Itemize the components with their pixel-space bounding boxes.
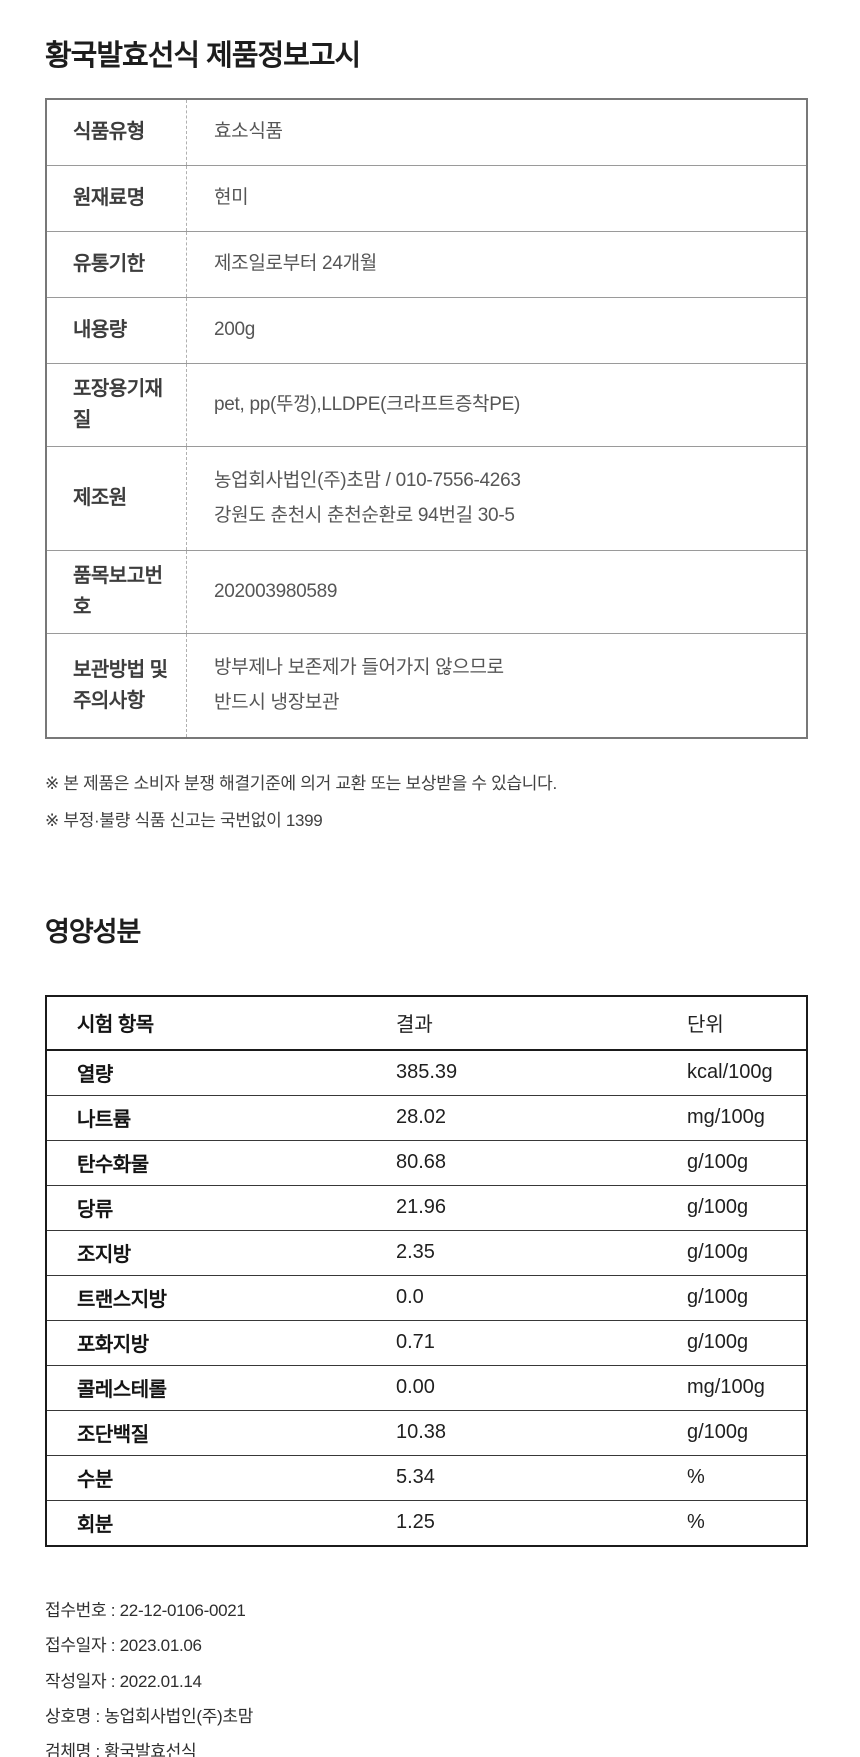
nutrition-row: 당류 21.96 g/100g [47,1184,806,1230]
row-label: 품목보고번호 [47,551,187,633]
nutrition-row: 조단백질 10.38 g/100g [47,1409,806,1455]
nutrition-result: 80.68 [396,1151,447,1174]
nutrition-item: 수분 [77,1469,113,1492]
nutrition-unit: mg/100g [687,1106,765,1129]
nutrition-result: 2.35 [396,1241,435,1264]
nutrition-row: 조지방 2.35 g/100g [47,1229,806,1275]
table-row: 제조원 농업회사법인(주)초맘 / 010-7556-4263 강원도 춘천시 … [47,446,806,550]
row-value: 효소식품 [187,100,806,165]
row-value: 제조일로부터 24개월 [187,232,806,297]
nutrition-result: 0.0 [396,1286,424,1309]
notice-line: ※ 부정·불량 식품 신고는 국번없이 1399 [45,811,323,831]
table-row: 보관방법 및 주의사항 방부제나 보존제가 들어가지 않으므로 반드시 냉장보관 [47,633,806,737]
nutrition-result: 0.71 [396,1331,435,1354]
nutrition-item: 열량 [77,1064,113,1087]
row-label: 제조원 [47,447,187,550]
table-row: 포장용기재질 pet, pp(뚜껑),LLDPE(크라프트증착PE) [47,363,806,446]
nutrition-result: 1.25 [396,1511,435,1534]
row-value: 200g [187,298,806,363]
row-label: 식품유형 [47,100,187,165]
row-value-line1: 방부제나 보존제가 들어가지 않으므로 [214,657,504,679]
row-value-line2: 반드시 냉장보관 [214,691,340,713]
header-result: 결과 [396,1014,433,1037]
row-value-text: 200g [214,319,256,341]
row-value: 방부제나 보존제가 들어가지 않으므로 반드시 냉장보관 [187,634,806,737]
nutrition-unit: % [687,1466,705,1489]
notice-line: ※ 본 제품은 소비자 분쟁 해결기준에 의거 교환 또는 보상받을 수 있습니… [45,774,557,793]
row-value-text: pet, pp(뚜껑),LLDPE(크라프트증착PE) [214,393,520,415]
footer-line: 접수번호 : 22-12-0106-0021 [45,1600,246,1620]
nutrition-item: 당류 [77,1199,113,1222]
row-value-line1: 농업회사법인(주)초맘 / 010-7556-4263 [214,470,521,492]
nutrition-item: 콜레스테롤 [77,1379,167,1402]
nutrition-item: 탄수화물 [77,1154,149,1177]
nutrition-row: 나트륨 28.02 mg/100g [47,1094,806,1140]
notices: ※ 본 제품은 소비자 분쟁 해결기준에 의거 교환 또는 보상받을 수 있습니… [45,765,808,840]
table-row: 식품유형 효소식품 [47,100,806,165]
nutrition-result: 21.96 [396,1196,447,1219]
nutrition-result: 28.02 [396,1106,447,1129]
nutrition-unit: g/100g [687,1241,749,1264]
nutrition-item: 조단백질 [77,1424,149,1447]
row-value: 농업회사법인(주)초맘 / 010-7556-4263 강원도 춘천시 춘천순환… [187,447,806,550]
nutrition-item: 회분 [77,1514,113,1537]
nutrition-unit: kcal/100g [687,1061,773,1084]
nutrition-unit: g/100g [687,1196,749,1219]
product-info-table: 식품유형 효소식품 원재료명 현미 유통기한 제조일로부터 24개월 내용량 2… [45,98,808,739]
row-label: 원재료명 [47,166,187,231]
nutrition-unit: % [687,1511,705,1534]
nutrition-row: 회분 1.25 % [47,1499,806,1545]
nutrition-unit: g/100g [687,1421,749,1444]
nutrition-result: 385.39 [396,1061,458,1084]
nutrition-result: 10.38 [396,1421,447,1444]
footer-line: 검체명 : 황국발효선식 [45,1742,197,1757]
nutrition-item: 트랜스지방 [77,1289,167,1312]
nutrition-unit: g/100g [687,1151,749,1174]
nutrition-title: 영양성분 [45,916,141,947]
nutrition-row: 트랜스지방 0.0 g/100g [47,1274,806,1320]
row-value-line2: 강원도 춘천시 춘천순환로 94번길 30-5 [214,504,515,526]
row-label: 내용량 [47,298,187,363]
row-value-text: 효소식품 [214,121,283,143]
nutrition-unit: mg/100g [687,1376,765,1399]
nutrition-item: 나트륨 [77,1109,131,1132]
row-value-text: 현미 [214,187,249,209]
nutrition-row: 탄수화물 80.68 g/100g [47,1139,806,1185]
header-unit: 단위 [687,1014,724,1037]
row-value-text: 202003980589 [214,580,338,602]
nutrition-unit: g/100g [687,1286,749,1309]
table-row: 내용량 200g [47,297,806,363]
nutrition-row: 수분 5.34 % [47,1454,806,1500]
nutrition-header-row: 시험 항목 결과 단위 [47,997,806,1051]
table-row: 원재료명 현미 [47,165,806,231]
footer-line: 작성일자 : 2022.01.14 [45,1671,202,1691]
row-value: 202003980589 [187,551,806,633]
row-label: 보관방법 및 주의사항 [47,634,187,737]
nutrition-table: 시험 항목 결과 단위 열량 385.39 kcal/100g 나트륨 28.0… [45,994,808,1547]
nutrition-row: 콜레스테롤 0.00 mg/100g [47,1364,806,1410]
nutrition-result: 5.34 [396,1466,435,1489]
row-label: 유통기한 [47,232,187,297]
page-title: 황국발효선식 제품정보고시 [45,40,361,72]
nutrition-item: 포화지방 [77,1334,149,1357]
header-item: 시험 항목 [77,1014,154,1037]
nutrition-item: 조지방 [77,1244,131,1267]
table-row: 품목보고번호 202003980589 [47,550,806,633]
table-row: 유통기한 제조일로부터 24개월 [47,231,806,297]
nutrition-row: 포화지방 0.71 g/100g [47,1319,806,1365]
row-value-text: 제조일로부터 24개월 [214,253,377,275]
row-value: 현미 [187,166,806,231]
nutrition-row: 열량 385.39 kcal/100g [47,1051,806,1095]
nutrition-result: 0.00 [396,1376,435,1399]
row-value: pet, pp(뚜껑),LLDPE(크라프트증착PE) [187,364,806,446]
footer-line: 접수일자 : 2023.01.06 [45,1636,202,1656]
report-footer: 접수번호 : 22-12-0106-0021 접수일자 : 2023.01.06… [45,1593,808,1757]
row-label: 포장용기재질 [47,364,187,446]
nutrition-unit: g/100g [687,1331,749,1354]
footer-line: 상호명 : 농업회사법인(주)초맘 [45,1706,254,1726]
